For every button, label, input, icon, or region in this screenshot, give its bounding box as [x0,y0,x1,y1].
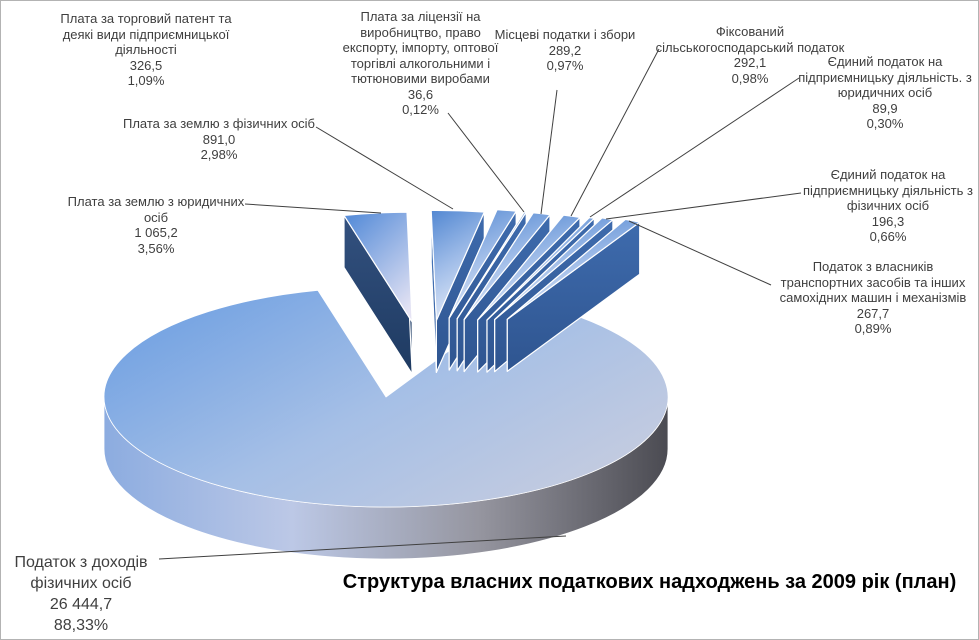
slice-pct: 88,33% [53,617,109,634]
slice-label-fixed-agri-tax: Фіксований сільськогосподарський податок… [645,24,855,86]
slice-pct: 0,97% [546,58,584,73]
slice-name: Податок з власників транспортних засобів… [779,259,967,305]
slice-pct: 1,09% [127,73,165,88]
slice-name: Єдиний податок на підприємницьку діяльні… [798,54,972,100]
pie-slice-face [456,211,527,320]
slice-label-land-legal: Плата за землю з юридичних осіб 1 065,2 … [61,194,251,256]
slice-value: 26 444,7 [49,596,113,613]
slice-label-vehicle-owners-tax: Податок з власників транспортних засобів… [768,259,978,337]
slice-pct: 3,56% [137,240,175,256]
slice-name: Плата за землю з фізичних осіб [122,116,316,131]
chart-title: Структура власних податкових надходжень … [342,571,957,593]
slice-label-income-tax: Податок з доходів фізичних осіб 26 444,7… [1,552,161,636]
leader-line [628,220,772,286]
leader-line [540,89,558,215]
slice-value: 326,5 [129,57,163,73]
slice-value: 267,7 [856,305,890,321]
slice-pct: 0,89% [854,321,892,336]
pie-slice-face [477,214,581,321]
leader-lines [158,48,802,560]
slice-value: 292,1 [733,55,767,70]
slice-value: 89,9 [872,100,898,116]
slice-label-licenses: Плата за ліцензії на виробництво, право … [328,9,513,118]
pie-slice-face [430,209,485,321]
pie-slice-face [448,209,517,319]
slice-pct: 2,98% [200,147,238,162]
slice-pct: 0,98% [731,70,769,86]
slice-value: 196,3 [871,213,905,229]
slice-label-trade-patent: Плата за торговий патент та деякі види п… [31,11,261,89]
slice-value: 36,6 [407,86,434,102]
leader-line [447,112,525,213]
leader-line [570,48,660,217]
leader-line [158,535,567,560]
pie-slice-face [486,217,595,321]
slice-name: Фіксований сільськогосподарський податок [655,24,845,55]
leader-line [589,77,800,218]
slice-label-local-taxes: Місцеві податки і збори 289,2 0,97% [465,27,665,74]
slice-name: Плата за ліцензії на виробництво, право … [342,9,499,86]
slice-name: Плата за землю з юридичних осіб [67,194,245,225]
leader-line [244,203,382,214]
slice-name: Єдиний податок на підприємницьку діяльні… [803,167,973,213]
leader-line [315,126,454,210]
slice-pct: 0,66% [869,229,907,244]
slice-name: Плата за торговий патент та деякі види п… [60,11,232,57]
slice-name: Місцеві податки і збори [494,27,636,42]
slice-pct: 0,12% [402,102,439,117]
slice-label-land-individuals: Плата за землю з фізичних осіб 891,0 2,9… [114,116,324,163]
slice-pct: 0,30% [866,116,904,131]
slice-value: 1 065,2 [134,225,178,240]
slice-label-single-tax-individuals: Єдиний податок на підприємницьку діяльні… [793,167,978,245]
slice-value: 289,2 [548,42,582,58]
pie-slice-face [463,212,551,321]
slice-value: 891,0 [202,131,236,147]
pie-slices [103,209,669,560]
slice-label-single-tax-legal: Єдиний податок на підприємницьку діяльні… [790,54,978,132]
slice-name: Податок з доходів фізичних осіб [14,554,148,592]
leader-line [605,192,802,220]
pie-slice-face [506,218,641,320]
